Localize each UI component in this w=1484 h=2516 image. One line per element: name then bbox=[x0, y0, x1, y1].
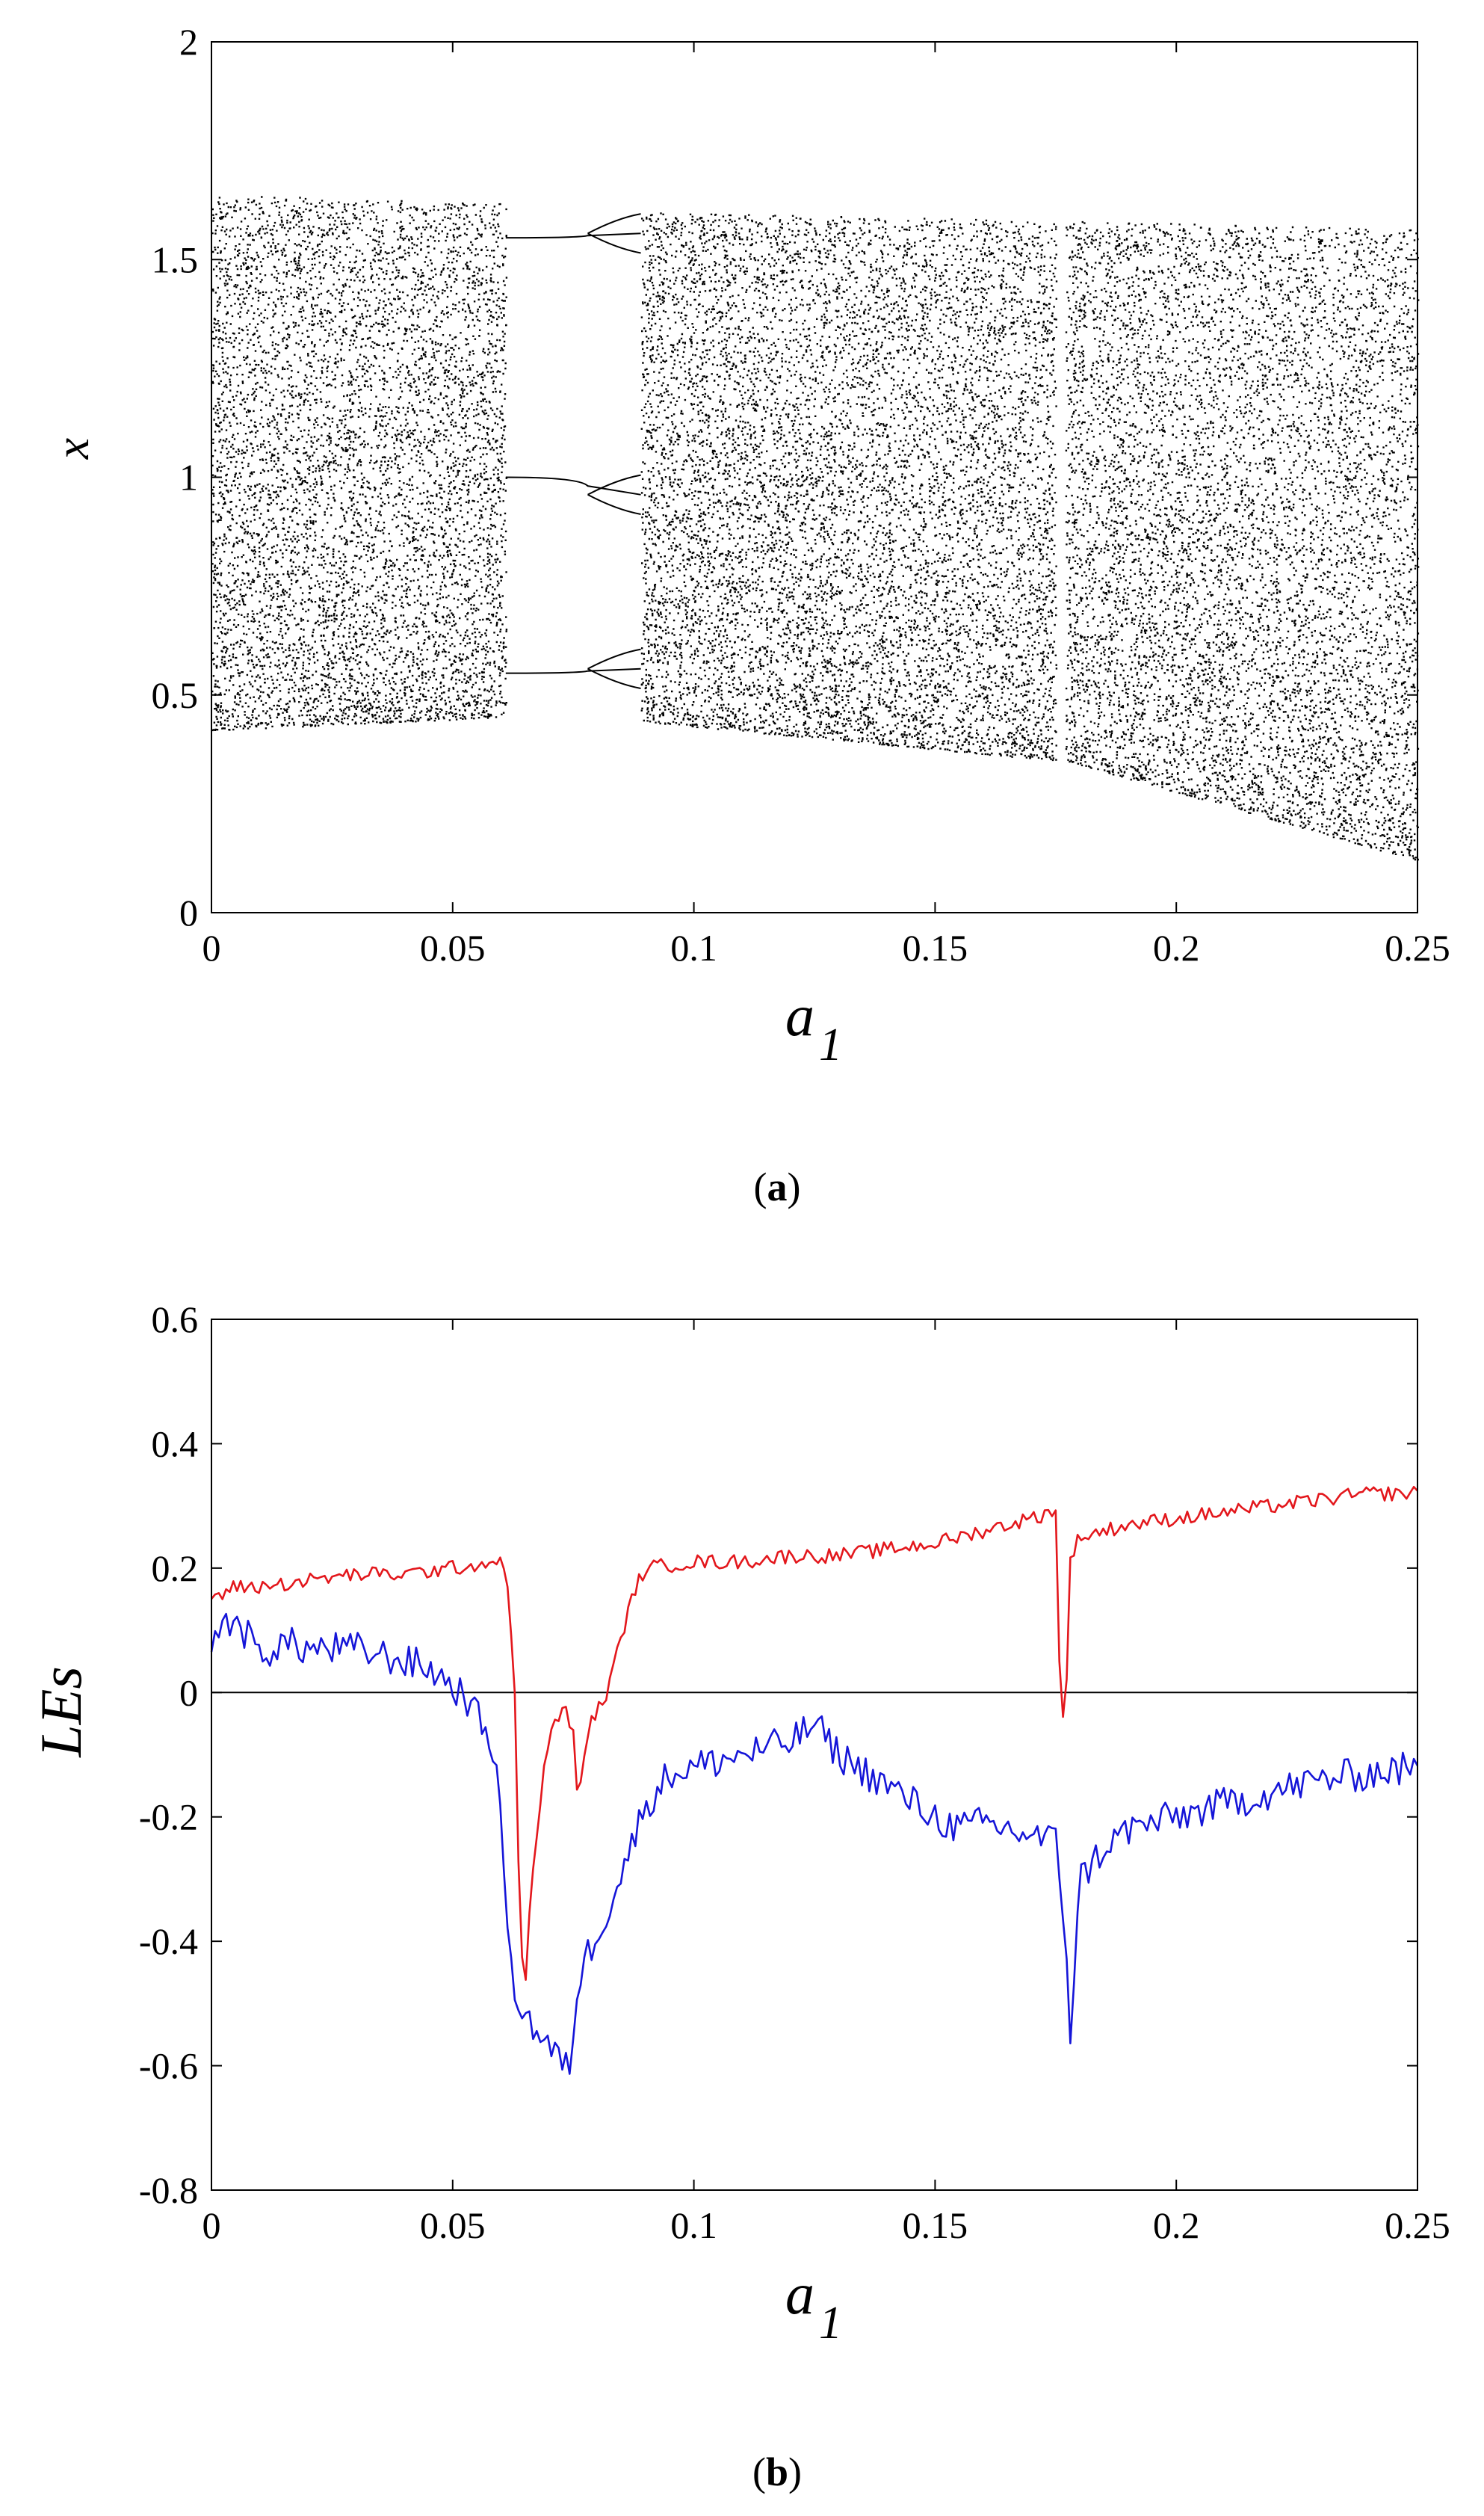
x-tick-label-a: 0.2 bbox=[1153, 927, 1200, 969]
y-axis-label-b: LEs bbox=[28, 1666, 93, 1757]
periodic-branches bbox=[505, 213, 641, 689]
x-tick-label-a: 0 bbox=[202, 927, 221, 969]
x-tick-label-a: 0.25 bbox=[1385, 927, 1450, 969]
x-tick-label-b: 0.1 bbox=[670, 2204, 717, 2246]
ticks-a: 0 0.05 0.1 0.15 0.2 0.25 0 0.5 1 1.5 2 bbox=[152, 21, 1450, 969]
caption-b: (b) bbox=[752, 2449, 802, 2494]
series-line-LE1 bbox=[210, 1485, 1418, 1981]
x-tick-label-b: 0 bbox=[202, 2204, 221, 2246]
x-tick-label-a: 0.05 bbox=[420, 927, 486, 969]
chaotic-region-points-2 bbox=[640, 212, 1058, 762]
y-axis-label-a: x bbox=[46, 438, 99, 460]
x-axis-label-main-b: a bbox=[785, 2261, 814, 2326]
axes-box-b bbox=[211, 1319, 1418, 2191]
y-tick-label-b: -0.2 bbox=[139, 1796, 198, 1838]
y-tick-label-b: 0 bbox=[179, 1671, 198, 1713]
x-axis-label-a: a bbox=[785, 983, 814, 1048]
x-axis-label-b: a bbox=[785, 2261, 814, 2326]
lyapunov-series bbox=[210, 1485, 1419, 2075]
period-doubling-upper-3 bbox=[587, 648, 641, 670]
x-axis-label-sub-b: 1 bbox=[819, 2298, 842, 2349]
period-doubling-lower-2 bbox=[587, 493, 641, 515]
y-tick-label-b: -0.6 bbox=[139, 2045, 198, 2087]
period-doubling-lower-3 bbox=[587, 667, 641, 689]
plot-area-b bbox=[211, 1319, 1417, 2190]
x-tick-label-a: 0.15 bbox=[903, 927, 968, 969]
y-tick-label-a: 1.5 bbox=[152, 238, 199, 280]
x-tick-label-b: 0.2 bbox=[1153, 2204, 1200, 2246]
y-tick-label-b: -0.8 bbox=[139, 2169, 198, 2211]
bifurcation-points bbox=[211, 196, 1420, 861]
x-axis-label-sub-a: 1 bbox=[819, 1020, 842, 1070]
x-tick-label-b: 0.25 bbox=[1385, 2204, 1450, 2246]
y-tick-label-a: 0.5 bbox=[152, 674, 199, 716]
y-tick-label-b: 0.4 bbox=[152, 1422, 199, 1464]
periodic-branch-1 bbox=[505, 232, 641, 239]
y-tick-label-b: 0.6 bbox=[152, 1298, 199, 1340]
x-tick-label-b: 0.15 bbox=[903, 2204, 968, 2246]
caption-a: (a) bbox=[754, 1165, 801, 1209]
y-tick-label-a: 1 bbox=[179, 457, 198, 499]
chaotic-region-points-1 bbox=[211, 196, 508, 732]
bifurcation-panel: 0 0.05 0.1 0.15 0.2 0.25 0 0.5 1 1.5 2 x a 1 (a) bbox=[46, 21, 1450, 1209]
caption-b-letter: b bbox=[766, 2449, 788, 2494]
ticks-b: 0 0.05 0.1 0.15 0.2 0.25 -0.8 -0.6 -0.4 -0.2 0 0.2 0… bbox=[139, 1298, 1450, 2246]
caption-a-letter: a bbox=[767, 1165, 788, 1209]
x-axis-label-main-a: a bbox=[785, 983, 814, 1048]
periodic-branch-2 bbox=[505, 476, 641, 496]
lyapunov-panel: 0 0.05 0.1 0.15 0.2 0.25 -0.8 -0.6 -0.4 -0.2 0 0.2 0… bbox=[28, 1298, 1450, 2494]
series-line-LE2 bbox=[210, 1612, 1419, 2075]
period-doubling-upper-2 bbox=[587, 474, 641, 496]
period-doubling-upper-1 bbox=[587, 213, 641, 235]
periodic-branch-3 bbox=[505, 667, 641, 674]
x-tick-label-b: 0.05 bbox=[420, 2204, 486, 2246]
y-tick-label-a: 2 bbox=[179, 21, 198, 63]
y-tick-label-a: 0 bbox=[179, 892, 198, 934]
y-tick-label-b: 0.2 bbox=[152, 1547, 199, 1589]
chaotic-region-points-3 bbox=[1065, 221, 1420, 861]
period-doubling-lower-1 bbox=[587, 232, 641, 254]
y-tick-label-b: -0.4 bbox=[139, 1920, 198, 1962]
x-tick-label-a: 0.1 bbox=[670, 927, 717, 969]
